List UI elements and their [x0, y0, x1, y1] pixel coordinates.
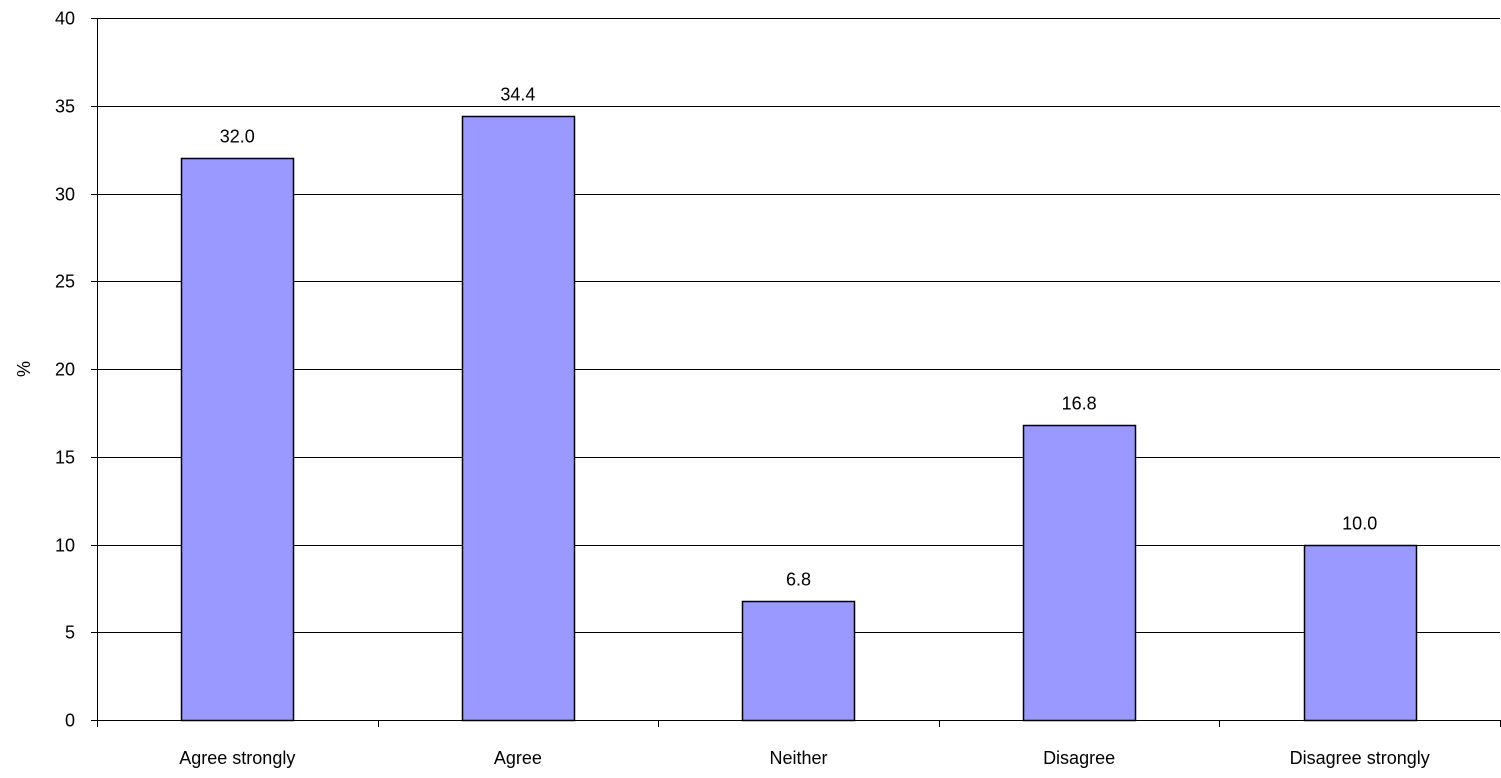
labels: 0 5 10 15 20 25 30 35 40 32.0 Agree strongly 34.4 Ag…	[55, 9, 1430, 769]
y-tick-label: 25	[55, 272, 75, 292]
gridlines	[97, 18, 1500, 633]
x-category-label: Neither	[769, 748, 827, 768]
bar-value-label: 6.8	[786, 570, 811, 590]
bar	[461, 115, 576, 722]
bar	[1022, 424, 1137, 722]
x-category-label: Agree strongly	[179, 748, 295, 768]
y-tick-label: 20	[55, 360, 75, 380]
y-tick-label: 5	[65, 623, 75, 643]
bar	[1303, 544, 1418, 722]
y-tick-label: 30	[55, 185, 75, 205]
bar-value-label: 34.4	[500, 85, 535, 105]
bar	[741, 600, 856, 722]
bar-value-label: 16.8	[1062, 394, 1097, 414]
bar	[180, 157, 295, 722]
y-axis-title: %	[14, 361, 34, 377]
y-tick-label: 40	[55, 9, 75, 29]
x-category-label: Disagree	[1043, 748, 1115, 768]
bar-value-label: 32.0	[220, 127, 255, 147]
y-tick-label: 10	[55, 536, 75, 556]
bars	[180, 115, 1418, 722]
x-category-label: Agree	[494, 748, 542, 768]
y-tick-label: 0	[65, 711, 75, 731]
bar-value-label: 10.0	[1342, 514, 1377, 534]
x-category-label: Disagree strongly	[1290, 748, 1430, 768]
y-tick-label: 15	[55, 448, 75, 468]
y-tick-label: 35	[55, 97, 75, 117]
